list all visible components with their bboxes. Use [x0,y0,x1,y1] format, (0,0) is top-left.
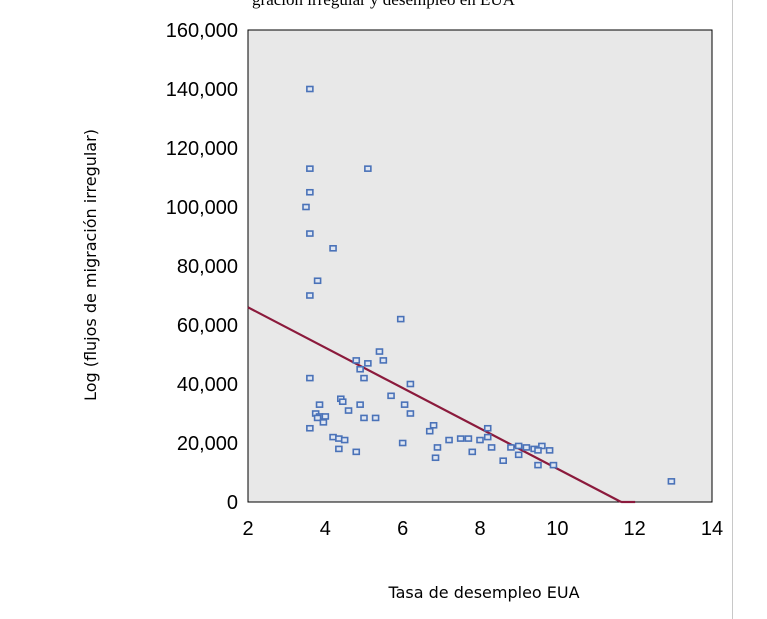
fit-line [247,306,622,503]
data-point [306,188,314,196]
y-axis-title: Log (flujos de migración irregular) [81,129,100,401]
data-point [371,414,380,422]
data-point [456,435,465,442]
data-point [319,419,328,426]
data-point [514,442,523,450]
x-tick-label: 8 [474,518,485,540]
x-tick-label: 10 [546,518,568,540]
data-point [306,165,314,172]
data-point [464,435,473,442]
data-point [306,374,314,382]
data-point [522,444,531,451]
y-tick-label: 20,000 [177,433,238,455]
data-point [406,410,415,417]
data-point [306,85,314,93]
data-point [514,451,523,459]
y-tick-label: 80,000 [177,256,238,278]
data-point [398,439,407,447]
data-point [549,461,558,469]
data-point [306,424,314,432]
data-point [356,401,364,408]
data-point [667,478,676,485]
data-point [306,230,314,237]
x-tick-label: 14 [701,518,723,540]
data-point [379,357,388,364]
plot-area [247,29,713,503]
page-caption: gración irregular y desempleo en EUA [0,0,767,10]
data-point [387,392,395,400]
data-point [425,427,434,435]
data-point [445,436,453,444]
data-point [468,448,477,456]
data-point [360,414,368,422]
y-tick-label: 40,000 [177,374,238,396]
data-point [534,447,542,454]
x-axis-title: Tasa de desempleo EUA [387,583,579,602]
data-point [338,398,347,406]
data-point [400,401,409,408]
y-tick-label: 60,000 [177,315,238,337]
data-point [356,365,364,373]
data-point [396,315,405,323]
data-point [538,442,546,450]
data-point [352,357,361,364]
data-point [364,165,372,172]
y-tick-label: 0 [227,492,238,514]
data-point [313,414,322,422]
x-tick-label: 2 [242,518,253,540]
data-point [375,348,384,355]
y-tick-label: 120,000 [166,138,238,160]
data-point [313,277,322,285]
data-point [321,413,330,420]
data-point [433,444,442,451]
data-point [335,445,343,453]
data-point [487,444,496,451]
data-point [302,203,310,211]
data-point [360,374,368,382]
data-point [483,433,492,441]
y-tick-label: 160,000 [166,20,238,42]
data-point [429,421,438,429]
data-point [483,424,492,432]
data-point [315,401,324,408]
y-tick-label: 100,000 [166,197,238,219]
data-point [364,360,372,367]
x-tick-label: 6 [397,518,408,540]
data-point [545,447,554,454]
data-point [329,245,337,252]
data-point [406,380,415,388]
x-tick-label: 12 [624,518,646,540]
data-point [534,461,542,469]
data-point [431,454,440,462]
y-tick-label: 140,000 [166,79,238,101]
data-point [344,407,353,414]
data-point [340,436,349,444]
x-tick-label: 4 [320,518,331,540]
data-point [476,436,484,444]
data-point [352,448,361,456]
chart-frame [732,0,733,619]
data-point [507,444,515,451]
data-point [499,457,508,465]
data-point [306,292,314,299]
